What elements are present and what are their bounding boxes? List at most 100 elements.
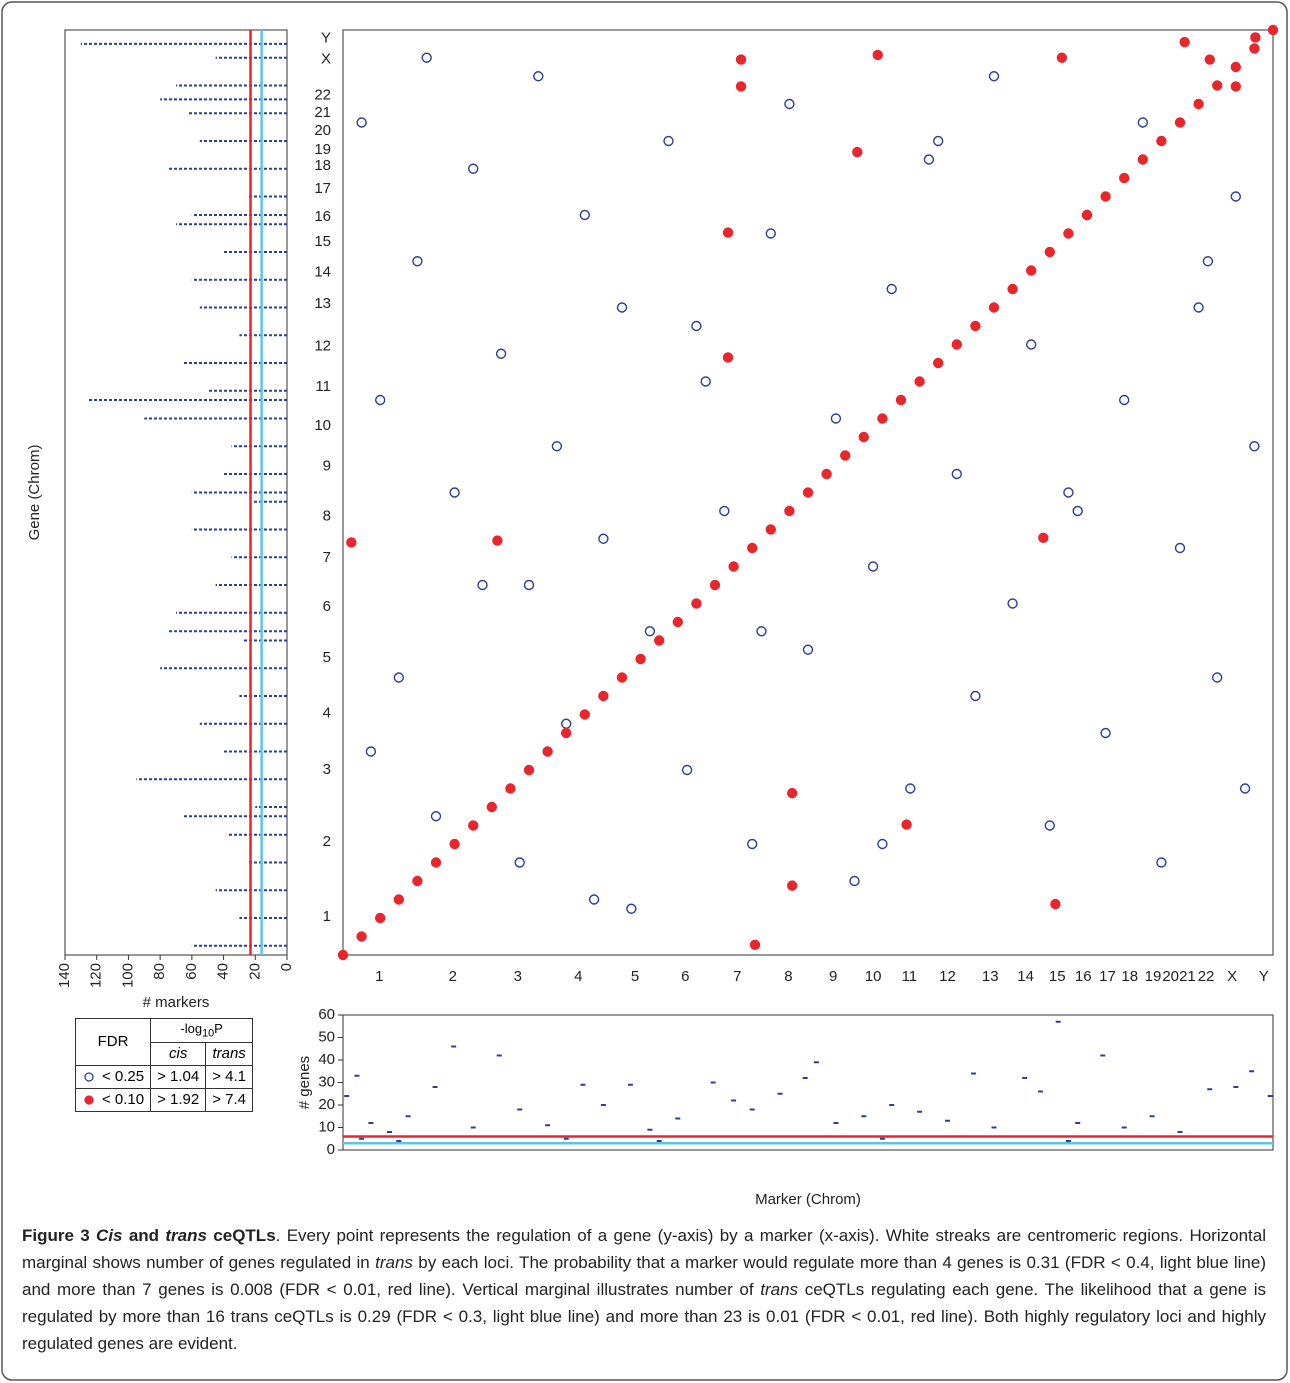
point	[735, 54, 747, 65]
point	[1063, 228, 1074, 239]
point	[840, 450, 851, 461]
y-tick-label: 17	[314, 180, 331, 197]
point	[430, 857, 442, 868]
point	[616, 672, 628, 683]
point	[681, 764, 693, 776]
x-tick-label: 8	[784, 968, 792, 985]
point	[600, 1104, 606, 1106]
point	[933, 357, 944, 369]
point	[1250, 32, 1261, 43]
point	[1044, 246, 1056, 258]
point	[756, 626, 767, 637]
point	[861, 1115, 867, 1118]
caption-run: trans	[165, 1226, 207, 1245]
x-tick-label: 14	[1017, 968, 1034, 985]
point	[1249, 1070, 1255, 1073]
point	[337, 949, 349, 961]
point	[1056, 52, 1068, 63]
legend-cell: > 4.1	[205, 1064, 254, 1089]
metric-header: -log10P	[150, 1018, 254, 1043]
caption-run: ceQTLs regulating each gene. The likelih…	[22, 1280, 1271, 1353]
x-tick-label: 140	[56, 963, 73, 988]
point	[1156, 857, 1167, 868]
point	[1025, 339, 1037, 350]
point	[802, 487, 814, 498]
point	[1137, 154, 1149, 165]
point	[731, 1099, 737, 1102]
point	[1174, 117, 1186, 128]
point	[821, 468, 832, 480]
point	[517, 1108, 523, 1111]
x-axis-label: # markers	[143, 994, 210, 1011]
cis-header: cis	[150, 1041, 207, 1066]
y-tick-label: 7	[323, 549, 331, 566]
point	[1007, 283, 1018, 295]
point	[1211, 80, 1223, 91]
point	[852, 146, 863, 158]
x-tick-label: 22	[1198, 968, 1215, 985]
point	[765, 524, 776, 535]
point	[802, 1077, 808, 1079]
point	[1211, 672, 1223, 683]
point	[970, 320, 981, 332]
legend-cell: < 0.25	[74, 1064, 152, 1089]
point	[449, 487, 460, 498]
point	[561, 727, 572, 739]
x-tick-label: 9	[829, 968, 837, 985]
point	[905, 783, 916, 794]
point	[563, 1137, 569, 1140]
x-tick-label: X	[1227, 968, 1237, 985]
y-tick-label: 2	[323, 833, 331, 850]
point	[728, 561, 739, 572]
x-tick-label: 60	[183, 963, 200, 980]
point	[872, 49, 883, 61]
point	[551, 441, 563, 452]
point	[365, 746, 377, 757]
point	[405, 1115, 411, 1118]
plot-frame	[342, 1014, 1274, 1151]
point	[1075, 1122, 1081, 1124]
y-tick-label: 18	[314, 157, 331, 174]
point	[691, 598, 702, 609]
point	[375, 394, 386, 406]
caption-run: Figure 3	[22, 1226, 97, 1245]
y-tick-label: 14	[314, 263, 331, 280]
point	[901, 819, 912, 830]
point	[495, 348, 507, 359]
point	[991, 1126, 997, 1129]
point	[561, 718, 572, 729]
point	[1204, 54, 1215, 65]
legend-subheader: cis trans	[76, 1041, 254, 1066]
point	[663, 135, 674, 147]
point	[1267, 24, 1279, 36]
point	[588, 894, 600, 905]
point	[917, 1110, 923, 1113]
point	[813, 1061, 819, 1064]
legend-table: FDR -log10P cis trans < 0.25 > 1.04 > 4.1 <…	[74, 1018, 254, 1112]
caption-run: by each loci. The probability that a mar…	[22, 1253, 1271, 1299]
point	[580, 1083, 586, 1086]
x-tick-label: 7	[733, 968, 741, 985]
x-tick-label: 11	[902, 968, 918, 985]
y-tick-label: 5	[323, 649, 331, 666]
legend-marker	[84, 1095, 94, 1105]
legend-symbol	[84, 1072, 94, 1082]
point	[451, 1045, 457, 1048]
y-axis-label: Gene (Chrom)	[26, 445, 43, 541]
point	[802, 644, 814, 655]
point	[951, 468, 962, 480]
trans-header: trans	[205, 1041, 254, 1066]
point	[368, 1122, 374, 1124]
point	[486, 801, 497, 813]
point	[747, 838, 758, 850]
point	[784, 98, 795, 110]
point	[468, 820, 479, 831]
x-tick-label: 13	[982, 968, 999, 985]
point	[1233, 1086, 1239, 1088]
point	[691, 320, 702, 332]
point	[735, 81, 747, 92]
point	[1249, 441, 1260, 452]
point	[356, 117, 367, 128]
